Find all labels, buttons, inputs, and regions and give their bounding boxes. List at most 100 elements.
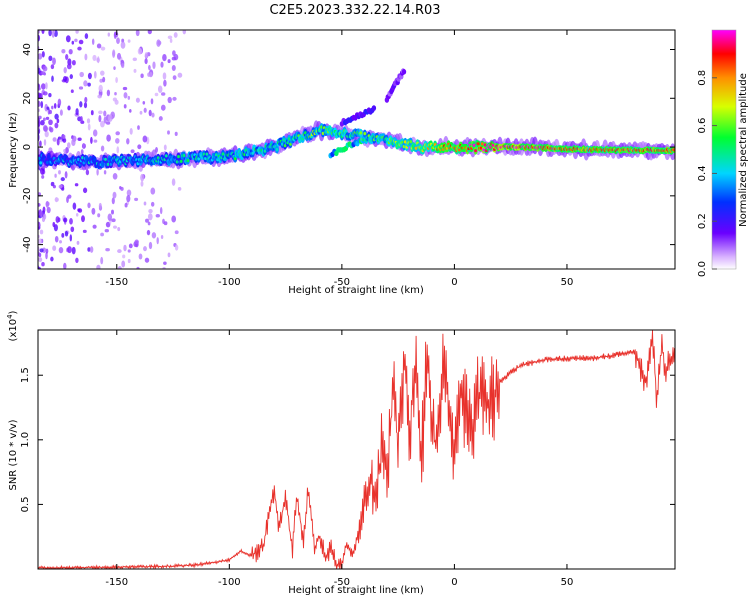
colorbar-label: Normalized spectral amplitude [738,73,749,227]
spectrogram-speckle [52,245,57,251]
spectrogram-speckle [45,82,48,90]
spectrogram-speckle [87,72,92,80]
spectrogram-speckle [103,170,107,175]
spectrogram-speckle [123,244,127,252]
spectrogram-branch-cell [401,69,407,75]
spectrogram-speckle [160,61,164,68]
spectrogram-speckle [117,249,122,254]
spectrogram-speckle [111,197,115,205]
spectrogram-speckle [84,53,88,61]
spectrogram-speckle [61,233,65,238]
spectrogram-speckle [45,252,48,260]
spectrogram-speckle [122,86,128,91]
spectrogram-ridge-core [104,157,107,161]
spectrogram-speckle [98,84,103,93]
spectrogram-speckle [148,64,151,71]
spectrogram-speckle [167,252,171,258]
spectrogram-speckle [67,105,71,111]
spectrogram-speckle [177,186,182,191]
snr-y-tick-label: 1.5 [20,367,31,383]
spectrogram-speckle [38,100,41,107]
spectrogram-ridge-core [480,142,484,146]
spectrogram-speckle [150,187,156,195]
snr-y-tick-label: 0.5 [20,496,31,512]
spectrogram-speckle [50,256,54,262]
spectrogram-speckle [163,144,167,151]
spectrogram-speckle [41,174,45,179]
snr-x-ticks: -150 -100 -50 0 50 [105,330,573,588]
spectrogram-speckle [96,43,102,49]
spectrogram-speckle [114,92,117,96]
spectrogram-speckle [82,229,87,234]
colorbar-tick-label: 0.4 [697,165,708,181]
spectrogram-speckle [115,131,120,136]
spectrogram-speckle [65,35,71,43]
spectrogram-speckle [163,221,168,226]
spectrogram-speckle [64,230,69,237]
spectrogram-speckle [158,116,163,121]
spectrogram-speckle [92,54,97,61]
spectrogram-speckle [39,211,43,217]
spectrogram-ridge-core [672,148,675,152]
spectrogram-speckle [62,76,68,82]
spectrogram-speckle [172,96,177,101]
spectrogram-speckle [126,194,131,203]
spectrogram-speckle [111,218,116,223]
spectrogram-speckle [115,138,120,144]
spectrogram-panel: -150 -100 -50 0 50 -40 -20 0 20 40 Height of str… [8,29,676,296]
spectrogram-speckle [124,202,128,208]
figure-title: C2E5.2023.332.22.14.R03 [269,3,440,18]
spectrogram-ridge-core [108,157,111,161]
spectrogram-speckle [160,234,164,240]
spectrogram-speckle [38,93,43,99]
spectrogram-ridge-core [362,138,365,142]
spectrogram-speckle [71,40,75,45]
spectrogram-speckle [96,264,101,269]
spectrogram-speckle [97,94,102,99]
spectrogram-speckle [40,167,45,175]
spectrogram-speckle [112,49,116,57]
spectrogram-speckle [116,146,120,154]
spectrogram-speckle [63,149,66,153]
spectrogram-speckle [107,32,111,37]
spectrogram-speckle [72,202,77,210]
spectrogram-ridge-core [363,132,367,136]
spectrogram-speckle [42,91,48,96]
spectrogram-y-ticks: -40 -20 0 20 40 [22,43,675,253]
spectrogram-speckle [42,213,47,220]
spectrogram-speckle [105,248,110,252]
spectrogram-speckle [38,251,41,257]
spectrogram-speckle [55,216,60,223]
spectrogram-ridge-core [175,160,179,164]
spectrogram-speckle [79,101,83,108]
spectrogram-speckle [89,246,94,253]
spectrogram-speckle [71,59,76,66]
spectrogram-speckle [93,71,97,79]
spectrogram-ridge-core [81,156,84,160]
spectrogram-speckle [156,237,159,245]
spectrogram-speckle [61,48,66,54]
spectrogram-ridge-core [251,151,255,155]
spectrogram-speckle [58,170,61,175]
spectrogram-speckle [182,30,187,35]
spectrogram-ridge-core [491,143,495,147]
spectrogram-speckle [53,103,57,109]
spectrogram-speckle [82,143,85,148]
spectrogram-speckle [127,249,131,253]
spectrogram-speckle [100,232,105,237]
spectrogram-speckle [84,96,88,103]
spectrogram-ridge-core [359,131,363,135]
spectrogram-speckle [48,55,53,61]
spectrogram-speckle [41,51,45,58]
spectrogram-ridge-core [106,162,110,166]
spectrogram-speckle [62,134,66,140]
spectrogram-speckle [91,38,95,45]
spectrogram-ridge-core [164,154,168,158]
spectrogram-speckle [96,168,99,176]
spectrogram-x-tick-label: 0 [451,277,457,288]
spectrogram-speckle [171,178,176,186]
snr-panel: -150 -100 -50 0 50 0.5 1.0 1.5 Height of strai… [6,310,676,596]
spectrogram-speckle [63,217,68,223]
spectrogram-speckle [38,87,41,91]
spectrogram-speckle [41,30,45,34]
